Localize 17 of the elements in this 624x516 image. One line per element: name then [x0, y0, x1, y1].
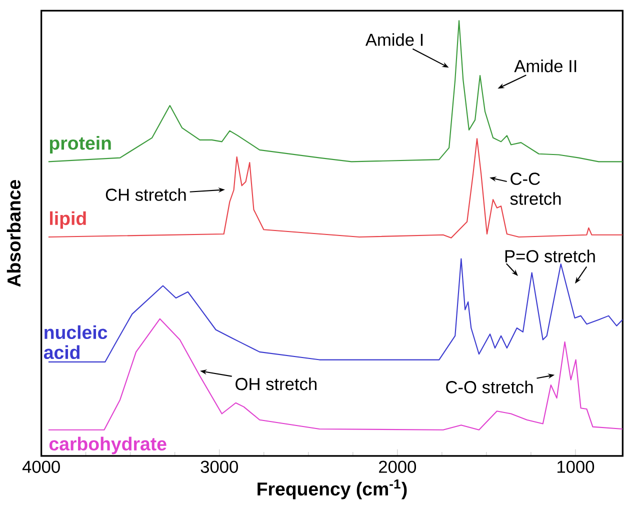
x-axis-title: Frequency (cm$^{-1}$) [258, 479, 407, 500]
annotation: CH stretch [106, 188, 186, 201]
x-tick-label: 4000 [22, 460, 60, 473]
annotation: C-C stretch [510, 172, 561, 205]
series-label: carbohydrate [49, 436, 166, 454]
x-tick-label: 3000 [200, 460, 238, 473]
annotation: P=O stretch [505, 250, 595, 262]
series-label: nucleic acid [44, 325, 108, 360]
annotation: OH stretch [236, 377, 316, 390]
series-label: lipid [50, 211, 86, 229]
annotation: Amide II [514, 60, 576, 72]
annotation: C-O stretch [446, 380, 533, 394]
annotation: Amide I [365, 33, 423, 46]
x-tick-label: 1000 [558, 460, 594, 473]
x-tick-label: 2000 [379, 460, 416, 473]
series-label: protein [50, 136, 111, 154]
y-axis-title: Absorbance [6, 180, 21, 287]
